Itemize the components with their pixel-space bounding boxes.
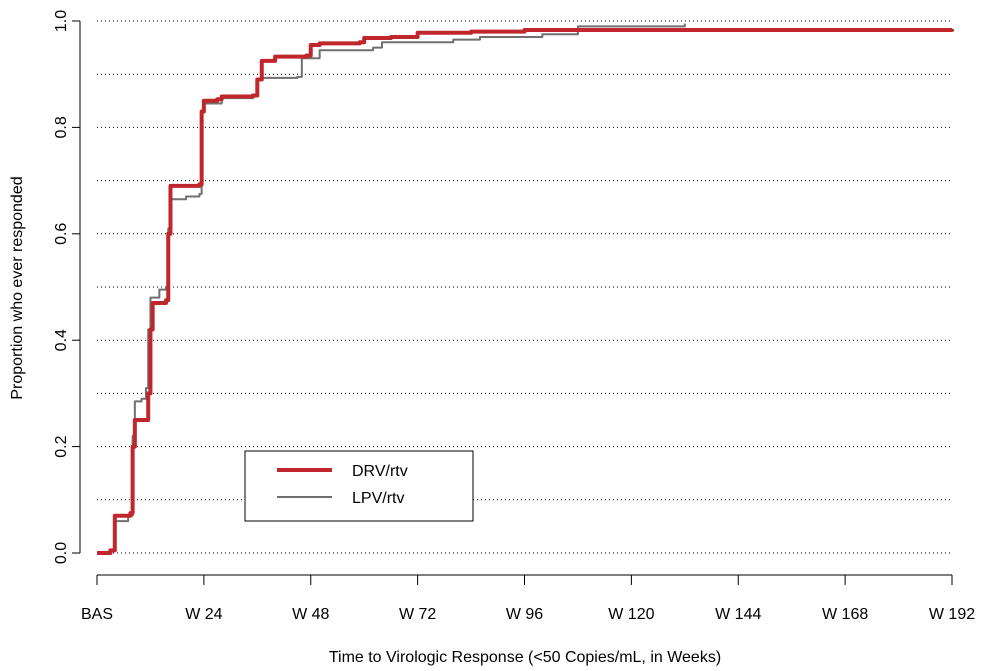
y-tick-label: 0.4: [53, 329, 70, 351]
x-tick-label: BAS: [81, 606, 113, 623]
x-tick-label: W 168: [822, 606, 868, 623]
y-tick-label: 0.8: [53, 116, 70, 138]
x-tick-label: W 48: [292, 606, 329, 623]
y-tick-label: 0.0: [53, 542, 70, 564]
legend-label-lpv: LPV/rtv: [352, 490, 404, 507]
legend-box: [244, 450, 474, 522]
x-tick-label: W 24: [185, 606, 222, 623]
x-tick-label: W 192: [929, 606, 975, 623]
y-axis-title: Proportion who ever responded: [9, 176, 26, 399]
legend-label-drv: DRV/rtv: [352, 463, 408, 480]
y-tick-label: 0.6: [53, 223, 70, 245]
y-tick-label: 0.2: [53, 435, 70, 457]
legend: DRV/rtv LPV/rtv: [244, 450, 474, 522]
y-tick-label: 1.0: [53, 10, 70, 32]
x-tick-label: W 96: [506, 606, 543, 623]
x-tick-label: W 144: [715, 606, 761, 623]
series-line-drv-rtv: [97, 28, 954, 555]
x-axis-title: Time to Virologic Response (<50 Copies/m…: [329, 649, 721, 666]
x-tick-label: W 72: [399, 606, 436, 623]
x-tick-label: W 120: [608, 606, 654, 623]
series-lines: [97, 23, 954, 555]
grid-lines: [97, 20, 952, 554]
axes: 0.0 0.2 0.4 0.6 0.8 1.0 BAS W 24 W 48 W 72 W 96 W 1…: [53, 10, 975, 623]
